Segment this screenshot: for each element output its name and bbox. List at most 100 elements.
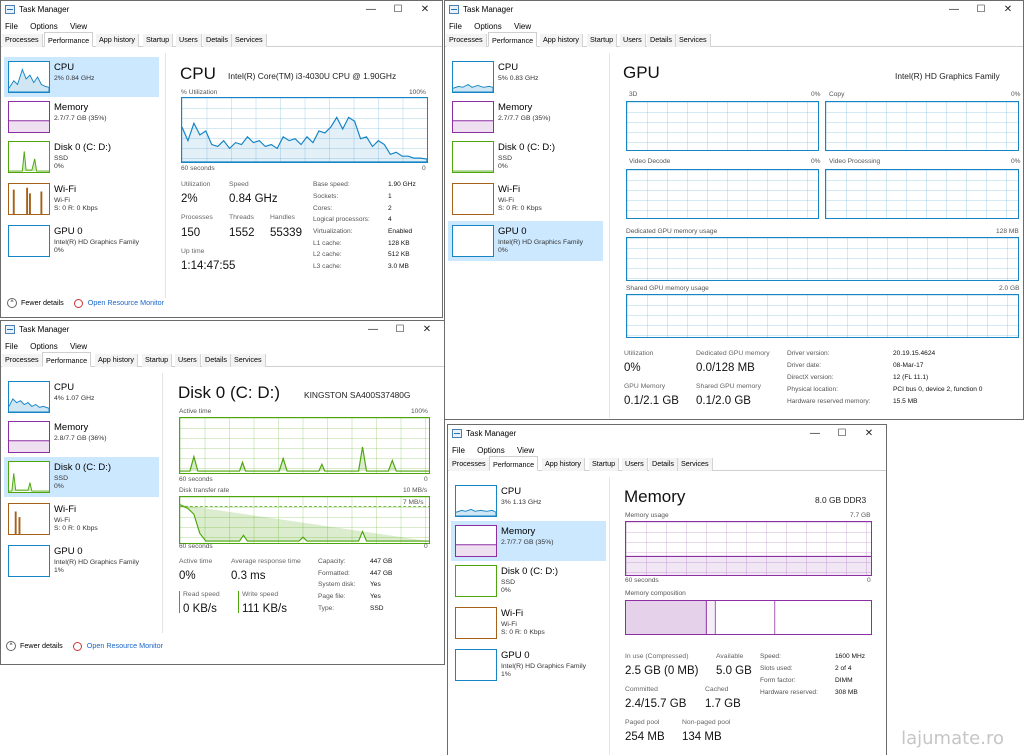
tab-performance[interactable]: Performance <box>488 32 538 47</box>
sidebar-item-gpu[interactable]: GPU 0 Intel(R) HD Graphics Family 0% <box>4 221 159 261</box>
fewer-details-link[interactable]: Fewer details <box>20 641 63 650</box>
minimize-button[interactable]: — <box>810 428 820 439</box>
tab-users[interactable]: Users <box>622 458 648 471</box>
tab-startup[interactable]: Startup <box>587 34 618 47</box>
tab-services[interactable]: Services <box>676 34 711 47</box>
close-button[interactable]: ✕ <box>422 324 432 335</box>
shared-usage-label: Shared GPU memory usage <box>626 285 709 292</box>
sidebar-item-cpu[interactable]: CPU 5% 0.83 GHz <box>448 57 603 97</box>
tab-processes[interactable]: Processes <box>446 34 487 47</box>
sidebar-item-detail: Intel(R) HD Graphics Family <box>501 663 586 670</box>
maximize-button[interactable]: ☐ <box>976 4 986 15</box>
memory-thumbnail-graph <box>452 101 494 133</box>
tab-startup[interactable]: Startup <box>142 354 173 367</box>
menu-view[interactable]: View <box>513 22 532 31</box>
menu-file[interactable]: File <box>449 22 462 31</box>
tab-users[interactable]: Users <box>175 354 201 367</box>
sidebar-item-detail-2: 0% <box>498 247 508 254</box>
sidebar-item-detail-2: 0% <box>501 587 511 594</box>
minimize-button[interactable]: — <box>949 4 959 15</box>
sidebar-item-label: Memory <box>501 526 536 537</box>
sidebar-item-disk[interactable]: Disk 0 (C: D:) SSD 0% <box>451 561 606 601</box>
menu-view[interactable]: View <box>69 22 88 31</box>
tab-users[interactable]: Users <box>176 34 202 47</box>
sidebar-item-memory[interactable]: Memory 2.7/7.7 GB (35%) <box>4 97 159 137</box>
paged-pool-value: 254 MB <box>625 731 665 743</box>
maximize-button[interactable]: ☐ <box>393 4 403 15</box>
sidebar-item-disk[interactable]: Disk 0 (C: D:) SSD 0% <box>448 137 603 177</box>
footer: ^ Fewer details Open Resource Monitor <box>6 641 164 652</box>
tab-processes[interactable]: Processes <box>2 354 43 367</box>
tab-app-history[interactable]: App history <box>542 458 585 471</box>
close-button[interactable]: ✕ <box>1003 4 1013 15</box>
graph-time-span: 60 seconds <box>625 577 659 584</box>
tab-services[interactable]: Services <box>678 458 713 471</box>
tab-app-history[interactable]: App history <box>540 34 583 47</box>
sidebar-item-wifi[interactable]: Wi-Fi Wi-Fi S: 0 R: 0 Kbps <box>451 603 606 643</box>
sidebar-item-disk[interactable]: Disk 0 (C: D:) SSD 0% <box>4 457 159 497</box>
menu-options[interactable]: Options <box>477 446 505 455</box>
maximize-button[interactable]: ☐ <box>837 428 847 439</box>
sidebar-item-memory[interactable]: Memory 2.7/7.7 GB (35%) <box>451 521 606 561</box>
sidebar-item-wifi[interactable]: Wi-Fi Wi-Fi S: 0 R: 0 Kbps <box>448 179 603 219</box>
detail-value: SSD <box>370 605 384 612</box>
sidebar-item-wifi[interactable]: Wi-Fi Wi-Fi S: 0 R: 0 Kbps <box>4 499 159 539</box>
detail-key: L1 cache: <box>313 240 342 247</box>
menu-view[interactable]: View <box>516 446 535 455</box>
tab-startup[interactable]: Startup <box>589 458 620 471</box>
close-button[interactable]: ✕ <box>864 428 874 439</box>
fewer-details-link[interactable]: Fewer details <box>21 298 64 307</box>
tab-services[interactable]: Services <box>231 354 266 367</box>
tab-app-history[interactable]: App history <box>96 34 139 47</box>
sidebar-item-disk[interactable]: Disk 0 (C: D:) SSD 0% <box>4 137 159 177</box>
committed-label: Committed <box>625 686 658 693</box>
sidebar-item-cpu[interactable]: CPU 4% 1.07 GHz <box>4 377 159 417</box>
open-resource-monitor-link[interactable]: Open Resource Monitor <box>87 298 165 307</box>
maximize-button[interactable]: ☐ <box>395 324 405 335</box>
tab-processes[interactable]: Processes <box>2 34 43 47</box>
tab-performance[interactable]: Performance <box>489 456 539 471</box>
sidebar-item-cpu[interactable]: CPU 3% 1.13 GHz <box>451 481 606 521</box>
menu-options[interactable]: Options <box>30 22 58 31</box>
chevron-up-icon[interactable]: ^ <box>6 641 16 652</box>
minimize-button[interactable]: — <box>366 4 376 15</box>
menu-options[interactable]: Options <box>30 342 58 351</box>
menu-view[interactable]: View <box>69 342 88 351</box>
menu-file[interactable]: File <box>5 22 18 31</box>
non-paged-pool-value: 134 MB <box>682 731 722 743</box>
sidebar: CPU 4% 1.07 GHz Memory 2.8/7.7 GB (36%) … <box>1 373 163 633</box>
tab-details[interactable]: Details <box>203 34 232 47</box>
tab-startup[interactable]: Startup <box>143 34 174 47</box>
minimize-button[interactable]: — <box>368 324 378 335</box>
detail-key: Hardware reserved: <box>760 689 818 696</box>
tab-services[interactable]: Services <box>232 34 267 47</box>
chevron-up-icon[interactable]: ^ <box>7 298 17 309</box>
memory-usage-max: 7.7 GB <box>850 512 871 519</box>
tab-details[interactable]: Details <box>202 354 231 367</box>
sidebar-item-memory[interactable]: Memory 2.8/7.7 GB (36%) <box>4 417 159 457</box>
close-button[interactable]: ✕ <box>420 4 430 15</box>
sidebar-item-gpu[interactable]: GPU 0 Intel(R) HD Graphics Family 1% <box>4 541 159 581</box>
tab-processes[interactable]: Processes <box>449 458 490 471</box>
tab-performance[interactable]: Performance <box>44 32 94 47</box>
transfer-rate-marker: 7 MB/s <box>403 499 424 506</box>
menu-options[interactable]: Options <box>474 22 502 31</box>
sidebar: CPU 3% 1.13 GHz Memory 2.7/7.7 GB (35%) … <box>448 477 610 755</box>
tab-details[interactable]: Details <box>647 34 676 47</box>
sidebar-item-gpu[interactable]: GPU 0 Intel(R) HD Graphics Family 1% <box>451 645 606 685</box>
engine-video-decode-label: Video Decode <box>629 158 671 165</box>
detail-value: DIMM <box>835 677 853 684</box>
tab-app-history[interactable]: App history <box>95 354 138 367</box>
sidebar-item-memory[interactable]: Memory 2.7/7.7 GB (35%) <box>448 97 603 137</box>
sidebar: CPU 2% 0.84 GHz Memory 2.7/7.7 GB (35%) … <box>1 53 166 298</box>
sidebar-item-wifi[interactable]: Wi-Fi Wi-Fi S: 0 R: 0 Kbps <box>4 179 159 219</box>
menu-file[interactable]: File <box>452 446 465 455</box>
sidebar-item-gpu[interactable]: GPU 0 Intel(R) HD Graphics Family 0% <box>448 221 603 261</box>
sidebar-item-cpu[interactable]: CPU 2% 0.84 GHz <box>4 57 159 97</box>
tab-details[interactable]: Details <box>649 458 678 471</box>
open-resource-monitor-link[interactable]: Open Resource Monitor <box>86 641 164 650</box>
tab-performance[interactable]: Performance <box>42 352 92 367</box>
menu-file[interactable]: File <box>5 342 18 351</box>
tab-users[interactable]: Users <box>620 34 646 47</box>
engine-video-processing-pct: 0% <box>1011 158 1021 165</box>
